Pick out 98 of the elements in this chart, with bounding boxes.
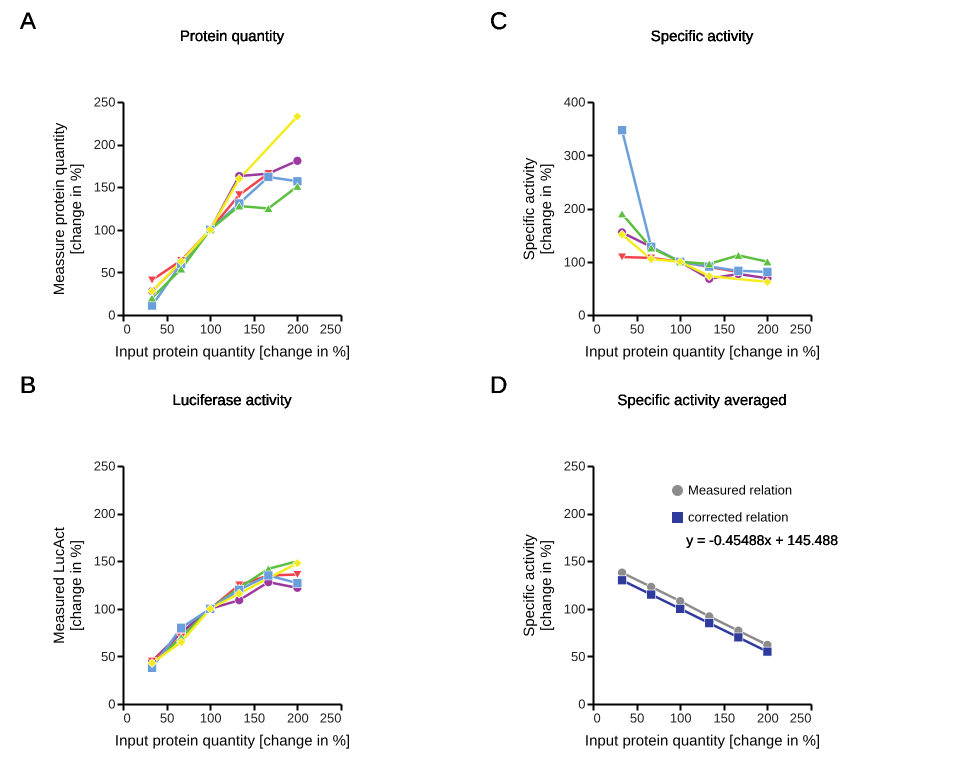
x-axis-title: Input protein quantity [change in %] [584,344,820,360]
x-axis-title: Input protein quantity [change in %] [114,344,350,360]
legend-label: corrected relation [688,510,788,524]
x-tick-label: 100 [670,322,692,336]
point [617,125,627,135]
x-axis-title: Input protein quantity [change in %] [584,732,820,750]
x-tick-label: 150 [243,322,266,336]
y-tick-label: 200 [564,506,586,522]
text: A [20,8,36,35]
point [704,618,714,628]
point [292,112,302,122]
y-tick-label: 50 [101,264,116,280]
x-tick-label: 150 [713,710,736,726]
point [234,202,244,210]
y-axis-title: Measured LucAct [change in %] [50,526,85,644]
y-tick-label: 50 [571,648,586,664]
point [234,588,244,598]
point [704,260,714,268]
point [734,251,744,260]
x-tick-label: 200 [757,322,779,336]
x-tick-label: 150 [243,710,266,726]
x-tick-label: 0 [594,322,601,336]
point [292,156,302,166]
x-tick-label: 200 [287,322,309,336]
point [762,258,772,266]
point [264,204,274,213]
y-tick-label: 200 [94,137,116,152]
point [292,570,302,579]
x-tick-label: 0 [124,322,131,336]
y-tick-label: 100 [564,601,586,616]
y-tick-label: 250 [94,94,116,110]
x-tick-label: 50 [630,710,644,726]
y-axis-title: Meassure protein quantity [change in %] [50,122,85,296]
y-tick-label: 150 [94,554,116,569]
point [234,190,244,200]
point [234,174,244,184]
chart-title: Protein quantity [180,28,285,45]
y-tick-label: 250 [564,458,586,474]
legend-label: Measured relation [688,482,792,498]
y-tick-label: 0 [578,308,586,322]
y-tick-label: 0 [108,308,116,322]
point [176,264,186,274]
y-axis-title: Specific activity [change in %] [520,534,555,637]
text: D [490,372,508,399]
y-tick-label: 200 [564,201,586,216]
y-axis-title: Specific activity [change in %] [520,157,555,260]
x-axis-title: Input protein quantity [change in %] [114,732,350,750]
point [617,210,627,218]
x-tick-label: 50 [160,322,174,336]
point [734,632,744,642]
x-tick-label: 250 [790,322,812,336]
point [176,623,186,633]
y-tick-label: 100 [564,254,586,270]
y-tick-label: 150 [94,180,116,195]
point [762,267,772,277]
x-tick-label: 150 [713,322,736,336]
y-tick-label: 200 [94,506,116,522]
point [704,271,714,281]
x-tick-label: 100 [670,710,692,726]
y-tick-label: 0 [578,696,586,712]
point [176,637,186,647]
x-tick-label: 0 [594,710,601,726]
x-tick-label: 50 [630,322,644,336]
x-tick-label: 100 [200,322,222,336]
point [617,575,627,586]
y-tick-label: 400 [564,94,586,110]
text: B [20,372,36,399]
x-tick-label: 200 [757,710,779,726]
y-tick-label: 50 [101,648,116,664]
x-tick-label: 250 [320,710,342,726]
chart-title: Luciferase activity [172,392,292,409]
point [264,172,274,182]
y-tick-label: 150 [564,554,586,569]
y-tick-label: 100 [94,222,116,238]
point [147,300,157,310]
point [147,276,157,284]
text: C [490,8,508,35]
x-tick-label: 200 [287,710,309,726]
point [762,277,772,287]
y-tick-label: 250 [94,458,116,474]
point [292,182,302,191]
point [147,294,157,302]
x-tick-label: 0 [124,710,131,726]
chart-title: Specific activity averaged [617,392,787,409]
x-tick-label: 250 [790,710,812,726]
x-tick-label: 100 [200,710,222,726]
point [675,604,685,614]
annotation: y = -0.45488x + 145.488 [686,532,838,548]
point [292,578,302,588]
y-tick-label: 0 [108,696,116,712]
chart-title: Specific activity [650,28,754,45]
x-tick-label: 250 [320,322,342,336]
y-tick-label: 100 [94,601,116,616]
point [292,558,302,568]
point [762,646,772,656]
point [646,590,656,600]
x-tick-label: 50 [160,710,174,726]
y-tick-label: 300 [564,148,586,163]
